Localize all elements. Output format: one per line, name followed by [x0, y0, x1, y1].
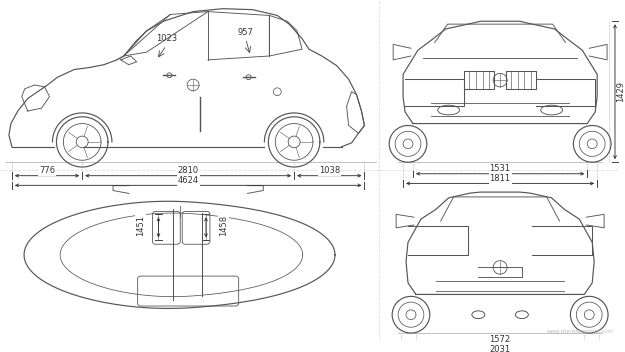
Text: 4624: 4624 — [177, 176, 199, 185]
Text: 1572: 1572 — [489, 335, 511, 344]
Text: 1458: 1458 — [219, 215, 228, 236]
Text: 1811: 1811 — [489, 174, 511, 183]
Text: 776: 776 — [39, 166, 55, 175]
Text: 1451: 1451 — [136, 215, 145, 236]
Text: 1023: 1023 — [156, 34, 177, 43]
Text: 2810: 2810 — [177, 166, 199, 175]
Text: 1531: 1531 — [489, 164, 511, 174]
Text: 2031: 2031 — [489, 345, 511, 352]
Text: 1038: 1038 — [319, 166, 340, 175]
Text: 957: 957 — [238, 28, 254, 37]
Text: www.the-blueprints.com: www.the-blueprints.com — [547, 329, 614, 334]
Text: 1429: 1429 — [616, 81, 625, 102]
